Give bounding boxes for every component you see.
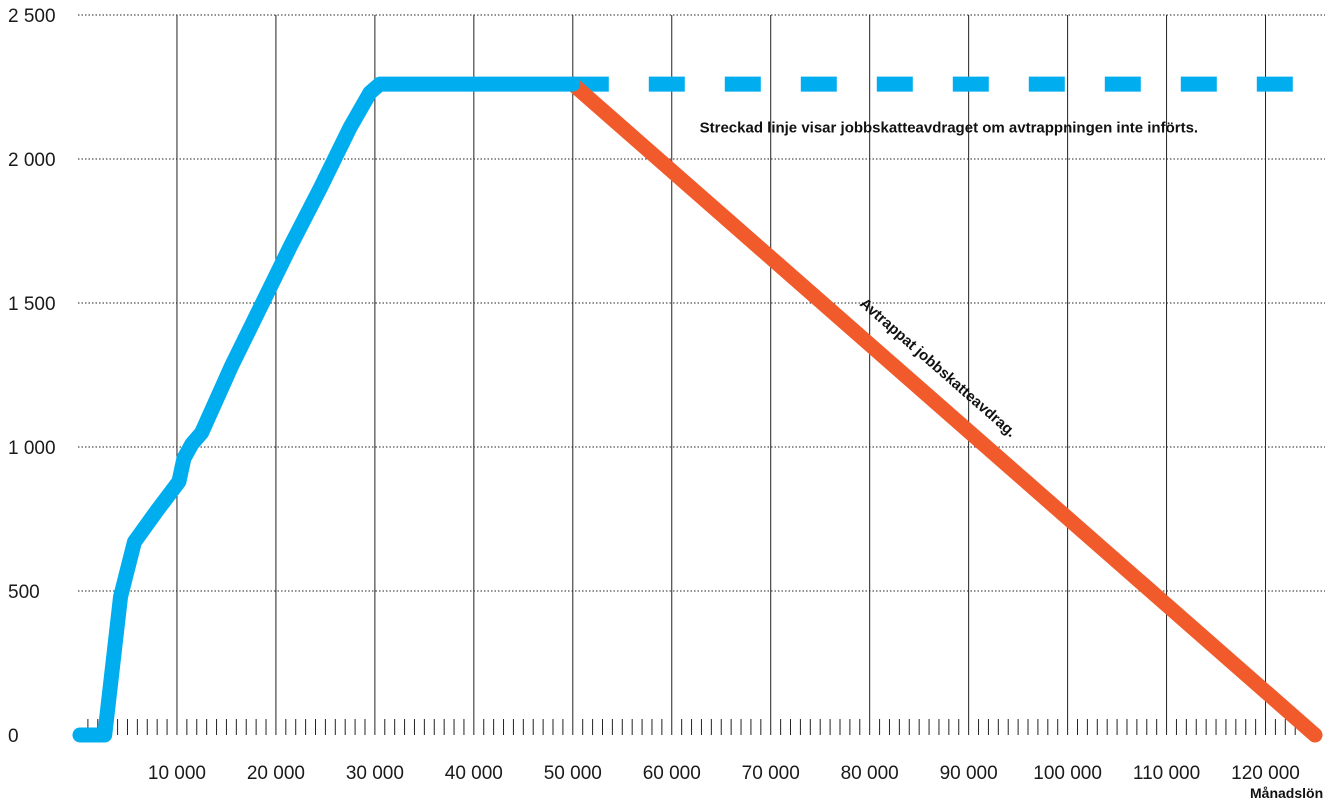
x-tick-label: 100 000 xyxy=(1033,763,1102,784)
y-tick-label: 0 xyxy=(8,726,19,747)
y-tick-label: 2 000 xyxy=(8,150,56,171)
x-tick-label: 60 000 xyxy=(643,763,701,784)
minor-ticks xyxy=(87,719,1306,735)
x-tick-label: 20 000 xyxy=(247,763,305,784)
series-line-main xyxy=(72,76,581,743)
y-tick-label: 2 500 xyxy=(8,6,56,27)
x-tick-label: 120 000 xyxy=(1231,763,1300,784)
annotation-dashed-line: Streckad linje visar jobbskatteavdraget … xyxy=(700,119,1198,136)
y-tick-labels: 0 500 1 000 1 500 2 000 2 500 xyxy=(8,6,56,747)
x-tick-label: 30 000 xyxy=(346,763,404,784)
y-tick-label: 1 500 xyxy=(8,294,56,315)
grid-layer xyxy=(78,14,1325,735)
x-tick-label: 50 000 xyxy=(544,763,602,784)
x-tick-label: 90 000 xyxy=(940,763,998,784)
y-tick-label: 1 000 xyxy=(8,438,56,459)
x-tick-labels: 10 000 20 000 30 000 40 000 50 000 60 000 70 0… xyxy=(148,763,1300,784)
series-line-tapered xyxy=(565,76,1323,743)
x-tick-label: 40 000 xyxy=(445,763,503,784)
x-tick-label: 70 000 xyxy=(742,763,800,784)
x-tick-label: 80 000 xyxy=(841,763,899,784)
y-tick-label: 500 xyxy=(8,582,40,603)
x-tick-label: 110 000 xyxy=(1133,763,1200,784)
x-axis-label: Månadslön xyxy=(1250,785,1323,801)
series-layer xyxy=(72,76,1323,743)
annotation-taper-line: Avtrappat jobbskatteavdrag. xyxy=(856,295,1019,441)
x-tick-label: 10 000 xyxy=(148,763,206,784)
